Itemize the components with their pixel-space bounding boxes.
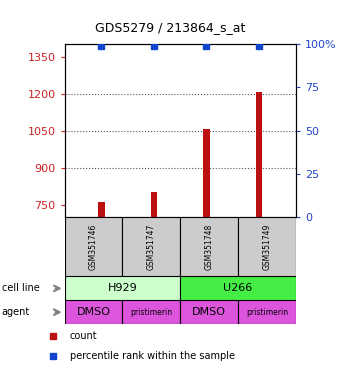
Bar [65,276,180,300]
Text: GSM351748: GSM351748 [205,223,214,270]
Text: pristimerin: pristimerin [246,308,288,317]
Bar [122,217,180,276]
Bar [238,300,296,324]
Text: GDS5279 / 213864_s_at: GDS5279 / 213864_s_at [95,21,245,34]
Bar [180,217,238,276]
Bar [256,92,262,217]
Bar [238,217,296,276]
Text: cell line: cell line [2,283,39,293]
Bar [180,276,296,300]
Bar [203,129,210,217]
Bar [151,192,157,217]
Bar [65,217,122,276]
Bar [122,300,180,324]
Text: pristimerin: pristimerin [130,308,172,317]
Text: DMSO: DMSO [192,307,226,317]
Text: DMSO: DMSO [76,307,110,317]
Text: percentile rank within the sample: percentile rank within the sample [70,351,235,361]
Text: H929: H929 [107,283,137,293]
Text: GSM351749: GSM351749 [262,223,271,270]
Bar [180,300,238,324]
Text: GSM351747: GSM351747 [147,223,156,270]
Bar [65,300,122,324]
Text: GSM351746: GSM351746 [89,223,98,270]
Text: U266: U266 [223,283,253,293]
Text: count: count [70,331,98,341]
Bar [98,202,104,217]
Text: agent: agent [2,307,30,317]
